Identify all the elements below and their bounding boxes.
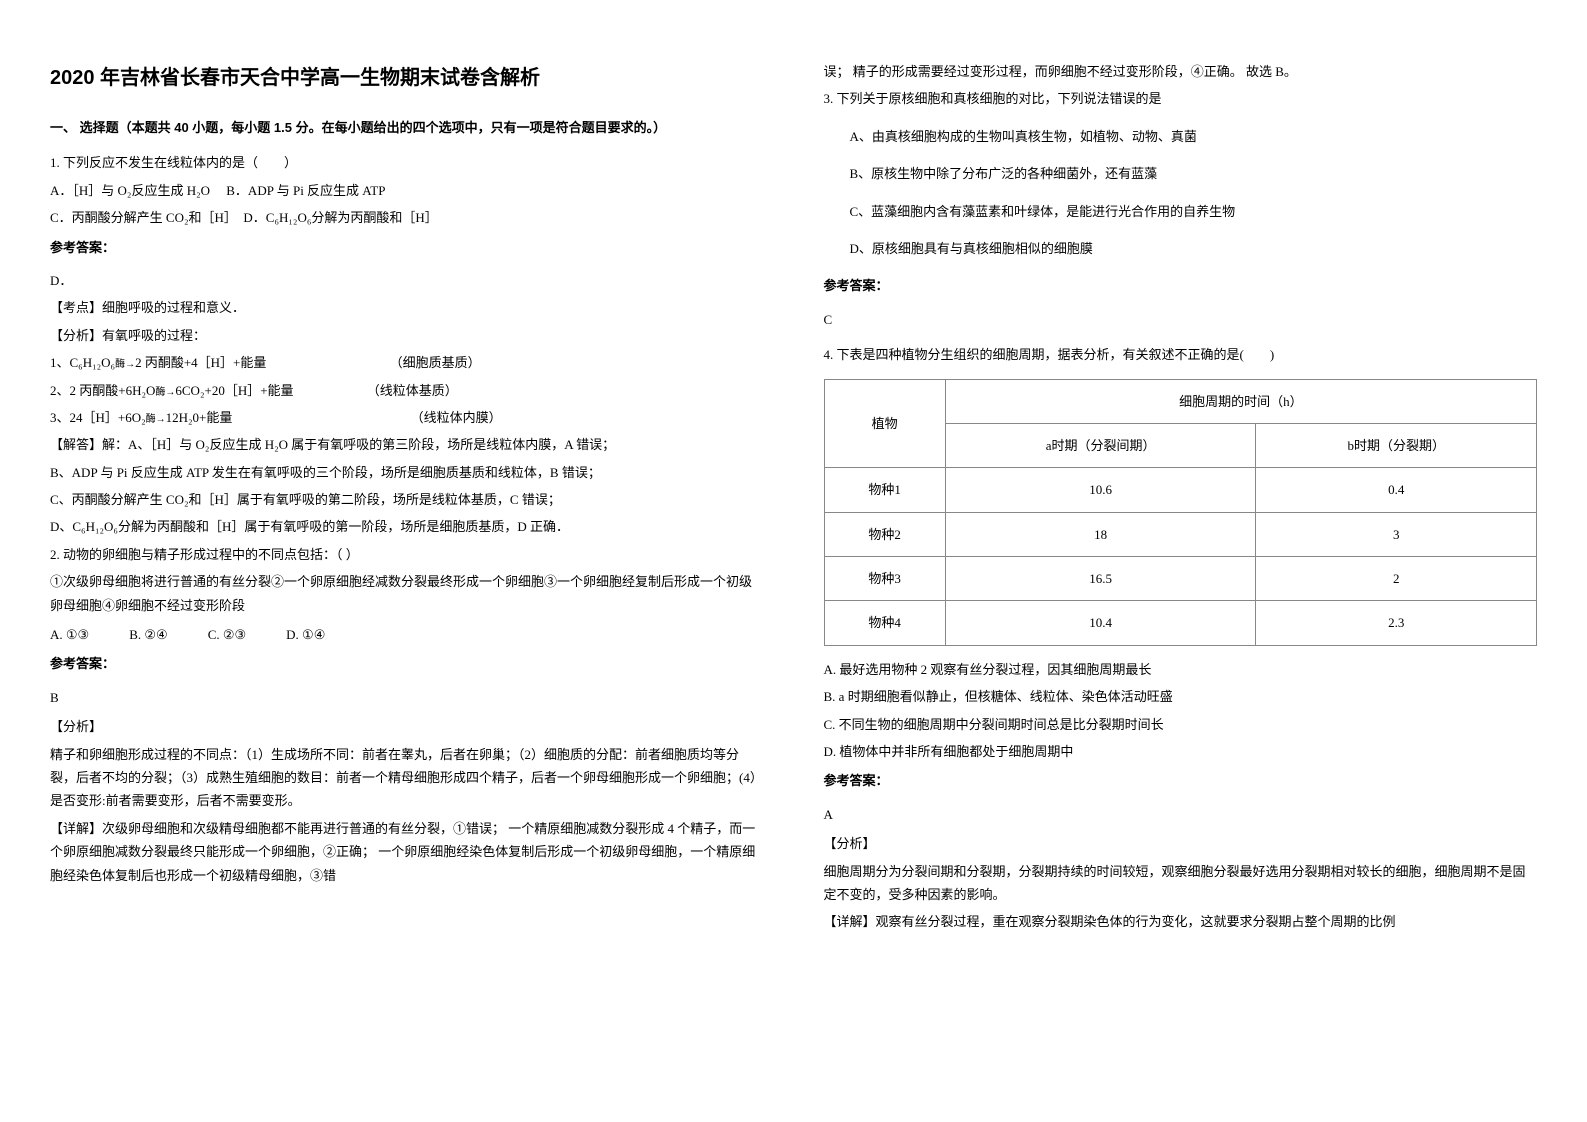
q2-fenxi: 精子和卵细胞形成过程的不同点：（1）生成场所不同：前者在睾丸，后者在卵巢；（2）… [50, 743, 764, 813]
q4-table: 植物 细胞周期的时间（h） a时期（分裂间期） b时期（分裂期） 物种1 10.… [824, 379, 1538, 646]
q1-options-row1: A．［H］与 O₂反应生成 H₂O B．ADP 与 Pi 反应生成 ATP [50, 179, 764, 202]
q4-fenxi: 细胞周期分为分裂间期和分裂期，分裂期持续的时间较短，观察细胞分裂最好选用分裂期相… [824, 860, 1538, 907]
q1-step1-before: 1、C₆H₁₂O₆ [50, 355, 115, 370]
q1-step2-after: 6CO₂+20［H］+能量 [175, 383, 293, 398]
q3-answer-label: 参考答案： [824, 274, 1538, 297]
q1-step1-loc: （细胞质基质） [390, 355, 481, 370]
q2-answer: B [50, 686, 764, 709]
q2-xiangjie-cont: 误； 精子的形成需要经过变形过程，而卵细胞不经过变形阶段，④正确。 故选 B。 [824, 60, 1538, 83]
question-2: 2. 动物的卵细胞与精子形成过程中的不同点包括：（ ） ①次级卵母细胞将进行普通… [50, 543, 764, 887]
q3-optD: D、原核细胞具有与真核细胞相似的细胞膜 [824, 237, 1538, 260]
table-row: 物种4 10.4 2.3 [824, 601, 1537, 645]
table-row: 物种1 10.6 0.4 [824, 468, 1537, 512]
section-header: 一、 选择题（本题共 40 小题，每小题 1.5 分。在每小题给出的四个选项中，… [50, 116, 764, 139]
th-period: 细胞周期的时间（h） [945, 379, 1536, 423]
q4-optC: C. 不同生物的细胞周期中分裂间期时间总是比分裂期时间长 [824, 713, 1538, 736]
th-b: b时期（分裂期） [1256, 423, 1537, 467]
cell-b: 2.3 [1256, 601, 1537, 645]
q3-answer: C [824, 308, 1538, 331]
page-title: 2020 年吉林省长春市天合中学高一生物期末试卷含解析 [50, 60, 764, 96]
th-a: a时期（分裂间期） [945, 423, 1256, 467]
q2-xiangjie: 【详解】次级卵母细胞和次级精母细胞都不能再进行普通的有丝分裂，①错误； 一个精原… [50, 817, 764, 887]
q1-step3-after: 12H₂0+能量 [166, 410, 233, 425]
cell-a: 10.6 [945, 468, 1256, 512]
cell-plant: 物种3 [824, 557, 945, 601]
q2-options: A. ①③ B. ②④ C. ②③ D. ①④ [50, 623, 764, 646]
q1-step3-before: 3、24［H］+6O₂ [50, 410, 146, 425]
table-row: 物种2 18 3 [824, 512, 1537, 556]
q2-fenxi-label: 【分析】 [50, 715, 764, 738]
q1-step3-loc: （线粒体内膜） [411, 410, 502, 425]
q1-step1: 1、C₆H₁₂O₆酶→2 丙酮酸+4［H］+能量 （细胞质基质） [50, 351, 764, 374]
cell-b: 0.4 [1256, 468, 1537, 512]
q2-optB: B. ②④ [129, 623, 167, 646]
q2-stem: 2. 动物的卵细胞与精子形成过程中的不同点包括：（ ） [50, 543, 764, 566]
q4-answer-label: 参考答案： [824, 769, 1538, 792]
q1-jieda-a: 【解答】解：A、［H］与 O₂反应生成 H₂O 属于有氧呼吸的第三阶段，场所是线… [50, 433, 764, 456]
q1-jieda-b: B、ADP 与 Pi 反应生成 ATP 发生在有氧呼吸的三个阶段，场所是细胞质基… [50, 461, 764, 484]
cell-a: 18 [945, 512, 1256, 556]
cell-a: 10.4 [945, 601, 1256, 645]
question-4: 4. 下表是四种植物分生组织的细胞周期，据表分析，有关叙述不正确的是( ) 植物… [824, 343, 1538, 934]
q3-optC: C、蓝藻细胞内含有藻蓝素和叶绿体，是能进行光合作用的自养生物 [824, 200, 1538, 223]
cell-a: 16.5 [945, 557, 1256, 601]
q1-step2-loc: （线粒体基质） [367, 383, 458, 398]
q1-optD: D．C₆H₁₂O₆分解为丙酮酸和［H］ [243, 210, 437, 225]
q2-answer-label: 参考答案： [50, 652, 764, 675]
q1-step2: 2、2 丙酮酸+6H₂O酶→6CO₂+20［H］+能量 （线粒体基质） [50, 379, 764, 402]
q1-answer: D． [50, 269, 764, 292]
q1-optC: C．丙酮酸分解产生 CO₂和［H］ [50, 210, 237, 225]
q2-desc: ①次级卵母细胞将进行普通的有丝分裂②一个卵原细胞经减数分裂最终形成一个卵细胞③一… [50, 570, 764, 617]
q1-kaodian: 【考点】细胞呼吸的过程和意义． [50, 296, 764, 319]
q3-optB: B、原核生物中除了分布广泛的各种细菌外，还有蓝藻 [824, 162, 1538, 185]
q2-optA: A. ①③ [50, 623, 89, 646]
q1-step1-arrow: 酶→ [115, 359, 135, 370]
q1-answer-label: 参考答案： [50, 236, 764, 259]
q2-optC: C. ②③ [208, 623, 246, 646]
q4-stem: 4. 下表是四种植物分生组织的细胞周期，据表分析，有关叙述不正确的是( ) [824, 343, 1538, 366]
table-header-row1: 植物 细胞周期的时间（h） [824, 379, 1537, 423]
q4-answer: A [824, 803, 1538, 826]
th-plant: 植物 [824, 379, 945, 468]
q1-stem: 1. 下列反应不发生在线粒体内的是（ ） [50, 151, 764, 174]
q1-jieda-d: D、C₆H₁₂O₆分解为丙酮酸和［H］属于有氧呼吸的第一阶段，场所是细胞质基质，… [50, 515, 764, 538]
q1-optA: A．［H］与 O₂反应生成 H₂O [50, 183, 210, 198]
q2-optD: D. ①④ [286, 623, 325, 646]
q1-step1-after: 2 丙酮酸+4［H］+能量 [135, 355, 266, 370]
cell-b: 2 [1256, 557, 1537, 601]
q3-optA: A、由真核细胞构成的生物叫真核生物，如植物、动物、真菌 [824, 125, 1538, 148]
q1-optB: B．ADP 与 Pi 反应生成 ATP [226, 183, 385, 198]
q1-jieda-c: C、丙酮酸分解产生 CO₂和［H］属于有氧呼吸的第二阶段，场所是线粒体基质，C … [50, 488, 764, 511]
q4-optA: A. 最好选用物种 2 观察有丝分裂过程，因其细胞周期最长 [824, 658, 1538, 681]
q1-options-row2: C．丙酮酸分解产生 CO₂和［H］ D．C₆H₁₂O₆分解为丙酮酸和［H］ [50, 206, 764, 229]
q4-fenxi-label: 【分析】 [824, 832, 1538, 855]
q4-optB: B. a 时期细胞看似静止，但核糖体、线粒体、染色体活动旺盛 [824, 685, 1538, 708]
q1-step3-arrow: 酶→ [146, 414, 166, 425]
question-3: 3. 下列关于原核细胞和真核细胞的对比，下列说法错误的是 A、由真核细胞构成的生… [824, 87, 1538, 331]
cell-plant: 物种2 [824, 512, 945, 556]
q1-step3: 3、24［H］+6O₂酶→12H₂0+能量 （线粒体内膜） [50, 406, 764, 429]
right-column: 误； 精子的形成需要经过变形过程，而卵细胞不经过变形阶段，④正确。 故选 B。 … [824, 60, 1538, 938]
cell-b: 3 [1256, 512, 1537, 556]
q4-optD: D. 植物体中并非所有细胞都处于细胞周期中 [824, 740, 1538, 763]
left-column: 2020 年吉林省长春市天合中学高一生物期末试卷含解析 一、 选择题（本题共 4… [50, 60, 764, 938]
table-row: 物种3 16.5 2 [824, 557, 1537, 601]
q1-step2-before: 2、2 丙酮酸+6H₂O [50, 383, 155, 398]
question-1: 1. 下列反应不发生在线粒体内的是（ ） A．［H］与 O₂反应生成 H₂O B… [50, 151, 764, 538]
q1-step2-arrow: 酶→ [155, 387, 175, 398]
q3-stem: 3. 下列关于原核细胞和真核细胞的对比，下列说法错误的是 [824, 87, 1538, 110]
cell-plant: 物种1 [824, 468, 945, 512]
q4-xiangjie: 【详解】观察有丝分裂过程，重在观察分裂期染色体的行为变化，这就要求分裂期占整个周… [824, 910, 1538, 933]
cell-plant: 物种4 [824, 601, 945, 645]
q1-fenxi-label: 【分析】有氧呼吸的过程： [50, 324, 764, 347]
